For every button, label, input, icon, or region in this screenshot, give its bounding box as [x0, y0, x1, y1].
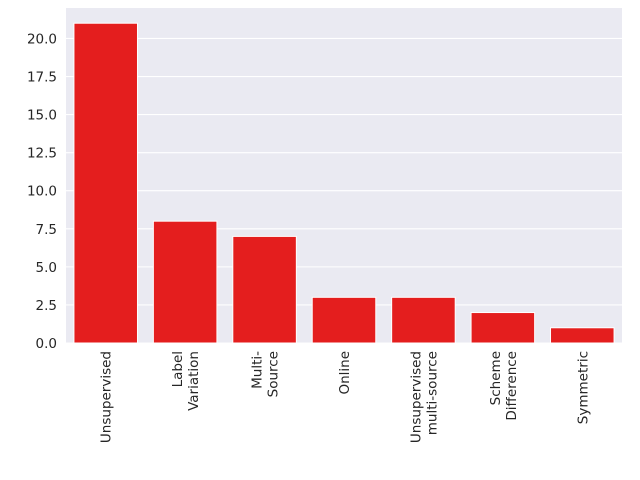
x-tick-label-line: multi-source [424, 351, 440, 435]
x-tick-label-line: Unsupervised [408, 351, 424, 443]
x-tick-label-0: Unsupervised [99, 351, 115, 443]
y-tick-label: 2.5 [36, 298, 57, 314]
y-tick-label: 7.5 [36, 222, 57, 238]
x-tick-label-line: Difference [504, 351, 520, 421]
x-tick-label-line: Source [266, 351, 282, 397]
x-tick-label-3: Online [337, 351, 353, 395]
x-tick-label-2: Multi- Source [250, 351, 282, 397]
y-tick-label: 10.0 [27, 184, 57, 200]
bar-4 [391, 296, 456, 344]
y-axis-ticks: 0.0 2.5 5.0 7.5 10.0 12.5 15.0 17.5 20.0 [27, 31, 57, 352]
y-tick-label: 0.0 [36, 336, 57, 352]
bar-3 [311, 296, 377, 344]
y-tick-label: 12.5 [27, 146, 57, 162]
bar-5 [470, 312, 536, 344]
y-tick-label: 15.0 [27, 108, 57, 124]
bar-0 [73, 22, 138, 344]
x-tick-label-6: Symmetric [575, 351, 591, 424]
y-tick-label: 5.0 [36, 260, 57, 276]
x-tick-label-1: Label Variation [170, 351, 202, 411]
x-tick-label-line: Unsupervised [99, 351, 115, 443]
x-tick-label-5: Scheme Difference [488, 351, 520, 421]
x-tick-label-line: Variation [186, 351, 202, 411]
x-tick-label-line: Multi- [250, 351, 266, 389]
plot-background [66, 8, 622, 343]
y-tick-label: 20.0 [27, 31, 57, 47]
bar-6 [550, 327, 615, 344]
x-tick-label-4: Unsupervised multi-source [408, 351, 440, 443]
x-tick-label-line: Online [337, 351, 353, 395]
bar-2 [232, 235, 297, 344]
y-tick-label: 17.5 [27, 70, 57, 86]
bars [73, 22, 615, 344]
x-tick-label-line: Symmetric [575, 351, 591, 424]
x-tick-label-line: Label [170, 351, 186, 387]
bar-1 [152, 220, 218, 344]
x-axis-ticks: Unsupervised Label Variation Multi- Source On… [99, 351, 592, 443]
x-tick-label-line: Scheme [488, 351, 504, 405]
